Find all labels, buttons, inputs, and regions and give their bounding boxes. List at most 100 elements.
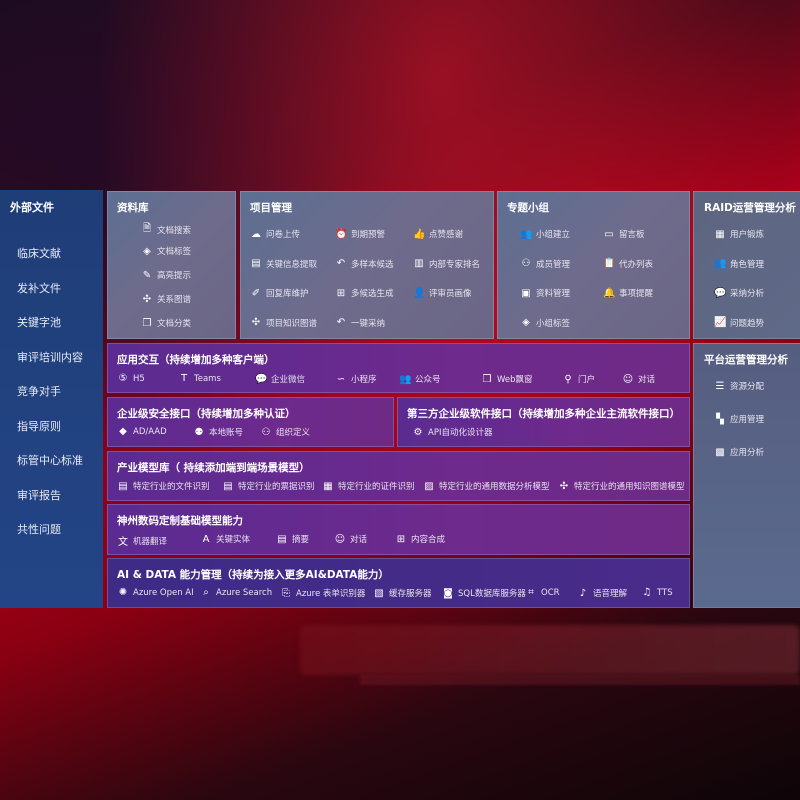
feature-label: 特定行业的通用数据分析模型	[439, 482, 550, 492]
feature-item-entity[interactable]: A 关键实体	[200, 533, 250, 546]
feature-item-html5[interactable]: ⑤ H5	[117, 373, 145, 384]
feature-item-users[interactable]: 👥 角色管理	[714, 258, 764, 270]
card-icon: ▤	[251, 258, 261, 269]
feature-label: H5	[133, 373, 145, 384]
feature-label: 机器翻译	[133, 536, 168, 547]
project-panel: 项目管理 ☁ 问卷上传 ⏰ 到期预警 👍 点赞感谢 ▤ 关键信息提取 ↶ 多样本候选 ▥ 内部专家排名…	[240, 191, 494, 339]
gear-icon: ⚙	[413, 426, 423, 438]
feature-item-chat[interactable]: ☺ 对话	[622, 373, 656, 386]
screen-reflection	[360, 675, 800, 685]
form-icon: ⎘	[282, 587, 290, 599]
teams-icon: T	[180, 373, 188, 384]
feature-item-window[interactable]: ❒ Web飘窗	[481, 373, 533, 386]
feature-item-reply[interactable]: ↶ 一键采纳	[335, 317, 385, 329]
feature-item-user-add[interactable]: ⚇ 成员管理	[520, 258, 571, 270]
feature-item-ad[interactable]: ◆ AD/AAD	[117, 426, 167, 437]
feature-item-tag[interactable]: ◈ 文档标签	[141, 245, 191, 258]
sidebar-item[interactable]: 关键字池	[17, 316, 61, 329]
feature-item-id-card[interactable]: ▦ 特定行业的证件识别	[322, 480, 414, 493]
feature-item-thumbs-up[interactable]: 👍 点赞感谢	[413, 228, 463, 241]
sidebar-item[interactable]: 竞争对手	[17, 385, 61, 398]
feature-label: 对话	[638, 375, 656, 385]
voice-icon: ♪	[579, 587, 587, 599]
ranking-icon: ▥	[414, 258, 424, 269]
feature-label: API自动化设计器	[428, 428, 493, 438]
feature-item-teams[interactable]: T Teams	[178, 373, 221, 384]
feature-item-ocr[interactable]: ⌗ OCR	[525, 587, 559, 598]
feature-item-id-card[interactable]: ▦ 用户锻炼	[714, 228, 764, 241]
feature-item-puzzle[interactable]: ⊞ 多候选生成	[335, 287, 394, 300]
feature-item-form[interactable]: ⎘ Azure 表单识别器	[280, 587, 365, 600]
feature-item-copy[interactable]: ❐ 文档分类	[141, 317, 192, 330]
panel-title: 产业模型库（ 持续添加端到端场景模型）	[117, 462, 310, 474]
miniprogram-icon: ∽	[336, 373, 346, 385]
feature-label: Web飘窗	[497, 375, 533, 385]
feature-item-users[interactable]: 👥 小组建立	[520, 228, 570, 241]
feature-label: 一键采纳	[351, 318, 386, 329]
feature-item-miniprogram[interactable]: ∽ 小程序	[335, 373, 377, 386]
feature-item-pen[interactable]: ✎ 高亮提示	[141, 269, 192, 282]
feature-item-voice[interactable]: ♪ 语音理解	[577, 587, 627, 600]
feature-item-graph[interactable]: ✣ 项目知识图谱	[250, 317, 317, 329]
feature-item-users[interactable]: 👥 公众号	[399, 373, 441, 386]
feature-item-list[interactable]: ☰ 资源分配	[714, 380, 765, 393]
feature-item-receipt[interactable]: ▤ 特定行业的票据识别	[222, 480, 314, 493]
sidebar-item[interactable]: 标管中心标准	[17, 454, 83, 467]
sidebar-item[interactable]: 审评报告	[17, 488, 61, 502]
feature-item-graph[interactable]: ✣ 关系图谱	[141, 293, 192, 306]
sidebar-item[interactable]: 临床文献	[17, 247, 61, 260]
library-panel: 资料库 🗎 文档搜索 ◈ 文档标签 ✎ 高亮提示 ✣ 关系图谱 ❐ 文档分类	[107, 191, 236, 339]
sidebar-item[interactable]: 指导原则	[17, 419, 61, 433]
sidebar-item[interactable]: 发补文件	[17, 281, 61, 295]
feature-item-gear[interactable]: ⚙ API自动化设计器	[412, 426, 493, 439]
feature-item-bell[interactable]: 🔔 事项提醒	[603, 287, 653, 300]
feature-item-person[interactable]: 👤 评审员画像	[413, 287, 472, 300]
feature-item-org[interactable]: ⚇ 组织定义	[260, 426, 311, 439]
feature-item-graph[interactable]: ✣ 特定行业的通用知识图谱模型	[558, 480, 685, 493]
feature-label: 关系图谱	[157, 295, 192, 305]
feature-item-tts[interactable]: ♫ TTS	[641, 587, 673, 598]
feature-item-translate[interactable]: 文机器翻译	[117, 533, 168, 549]
feature-item-summary[interactable]: ▤ 摘要	[276, 533, 310, 546]
feature-item-file[interactable]: ▤ 特定行业的文件识别	[117, 480, 209, 493]
feature-item-folder[interactable]: ▣ 资料管理	[520, 287, 570, 300]
search-icon: ⌕	[203, 587, 209, 598]
feature-item-alarm[interactable]: ⏰ 到期预警	[335, 228, 385, 241]
feature-item-chat[interactable]: ☺ 对话	[334, 533, 367, 546]
feature-label: 摘要	[292, 535, 310, 545]
feature-item-card[interactable]: ▤ 关键信息提取	[250, 258, 317, 270]
feature-item-search[interactable]: ⌕ Azure Search	[200, 587, 272, 598]
feature-item-wechat[interactable]: 💬 企业微信	[255, 373, 306, 386]
feature-item-database[interactable]: ◙ SQL数据库服务器	[442, 587, 526, 600]
apps-icon: ▚	[716, 413, 724, 425]
feature-item-document-search[interactable]: 🗎 文档搜索	[141, 221, 191, 238]
pen-icon: ✎	[142, 269, 152, 281]
feature-item-trend[interactable]: 📈 问题趋势	[714, 317, 764, 329]
feature-item-clipboard[interactable]: 📋 代办列表	[603, 258, 653, 270]
feature-item-reply[interactable]: ↶ 多样本候选	[335, 258, 394, 270]
feature-item-edit[interactable]: ✐ 回复库维护	[250, 287, 309, 300]
feature-item-cloud-upload[interactable]: ☁ 问卷上传	[250, 228, 300, 241]
feature-label: 高亮提示	[157, 271, 192, 281]
feature-item-qa[interactable]: 💬 采纳分析	[714, 287, 764, 300]
feature-item-user-lock[interactable]: ⚉ 本地账号	[193, 426, 244, 439]
feature-item-portal[interactable]: ⚲ 门户	[562, 373, 595, 386]
feature-item-ranking[interactable]: ▥ 内部专家排名	[413, 258, 480, 270]
sidebar-item[interactable]: 审评培训内容	[17, 350, 83, 364]
feature-item-apps[interactable]: ▚ 应用管理	[714, 413, 764, 426]
feature-item-chart[interactable]: ▩ 应用分析	[714, 446, 764, 459]
puzzle-icon: ⊞	[396, 533, 406, 545]
feature-item-tag[interactable]: ◈ 小组标签	[520, 317, 570, 329]
users-icon: 👥	[399, 373, 412, 385]
sidebar-item[interactable]: 共性问题	[17, 523, 61, 536]
feature-item-bbs[interactable]: ▭ 留言板	[603, 228, 644, 241]
feature-label: 企业微信	[271, 375, 306, 385]
org-icon: ⚇	[261, 426, 271, 438]
feature-item-puzzle[interactable]: ⊞ 内容合成	[395, 533, 445, 546]
feature-item-cache[interactable]: ▧ 缓存服务器	[373, 587, 431, 600]
feature-item-image[interactable]: ▨ 特定行业的通用数据分析模型	[423, 480, 550, 493]
feature-item-openai[interactable]: ✺ Azure Open AI	[117, 587, 194, 598]
tag-icon: ◈	[522, 317, 530, 328]
file-icon: ▤	[118, 480, 128, 492]
feature-label: 资源分配	[730, 382, 765, 392]
